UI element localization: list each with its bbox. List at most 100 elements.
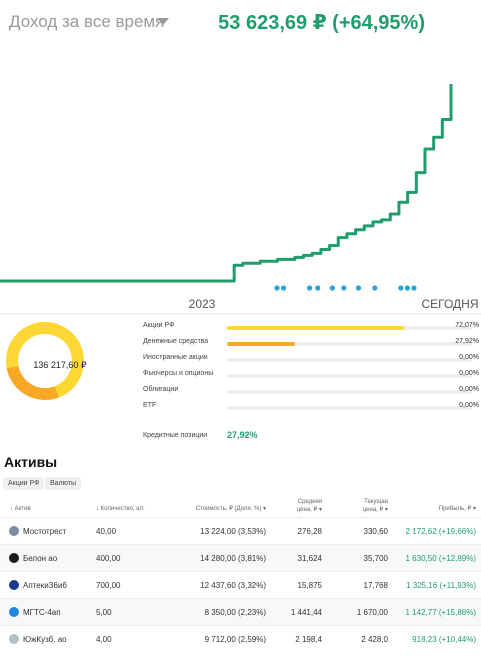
sort-icon: ▾	[261, 506, 266, 512]
company-logo-icon	[9, 607, 19, 617]
asset-cost: 12 437,60 (3,32%)	[200, 581, 266, 590]
category-bar-track	[227, 342, 472, 346]
company-logo-icon	[9, 526, 19, 536]
period-selector[interactable]: Доход за все время	[9, 12, 165, 31]
category-label: ETF	[143, 402, 157, 409]
category-bar-fill	[227, 326, 404, 330]
asset-cost: 14 280,00 (3,81%)	[200, 554, 266, 563]
table-row[interactable]: Белон ао 400,00 14 280,00 (3,81%) 31,624…	[0, 544, 481, 571]
column-header-qty[interactable]: ↓ Количество, шт.	[96, 506, 145, 512]
asset-profit: 1 142,77 (+15,86%)	[405, 608, 477, 617]
event-marker[interactable]	[355, 285, 362, 291]
category-row: Облигации 0,00%	[143, 386, 481, 398]
sort-icon: ▾	[317, 507, 322, 513]
asset-qty: 5,00	[96, 608, 112, 617]
category-row: Денежные средства 27,92%	[143, 338, 481, 350]
category-percent: 0,00%	[459, 402, 479, 409]
company-logo-icon	[9, 580, 19, 590]
asset-profit: 918,23 (+10,44%)	[412, 635, 476, 644]
asset-avg-price: 1 441,44	[290, 608, 322, 617]
category-label: Денежные средства	[143, 338, 209, 345]
asset-current-price: 35,700	[363, 554, 388, 563]
table-row[interactable]: Мостотрест 40,00 13 224,00 (3,53%) 276,2…	[0, 517, 481, 544]
category-percent: 0,00%	[459, 370, 479, 377]
category-bar-track	[227, 358, 472, 362]
event-marker[interactable]	[404, 285, 410, 291]
asset-avg-price: 31,624	[297, 554, 322, 563]
income-chart: 2023 СЕГОДНЯ	[0, 84, 481, 315]
allocation-donut	[6, 322, 84, 400]
credit-value: 27,92%	[227, 430, 258, 440]
asset-avg-price: 15,875	[297, 581, 322, 590]
asset-name: Мостотрест	[23, 527, 67, 536]
event-marker[interactable]	[315, 285, 321, 291]
portfolio-total: 136 217,60 ₽	[33, 360, 87, 370]
category-row: Акции РФ 72,07%	[143, 322, 481, 334]
event-marker[interactable]	[329, 285, 336, 291]
asset-name: Белон ао	[23, 554, 58, 563]
asset-profit: 1 325,16 (+11,93%)	[406, 581, 476, 590]
category-bar-track	[227, 406, 472, 410]
category-row: Иностранные акции 0,00%	[143, 354, 481, 366]
x-tick-label: 2023	[189, 297, 216, 311]
column-header-cost[interactable]: Стоимость, ₽ (Доля, %) ▾	[195, 506, 266, 512]
asset-qty: 4,00	[96, 635, 112, 644]
table-row[interactable]: ЮжКузб. ао 4,00 9 712,00 (2,59%) 2 198,4…	[0, 625, 481, 652]
asset-current-price: 17,768	[363, 581, 388, 590]
category-bar-track	[227, 326, 472, 330]
category-bar-fill	[227, 342, 296, 346]
asset-name: ЮжКузб. ао	[23, 635, 67, 644]
asset-name: АптекиЗ6иб	[23, 581, 67, 590]
asset-profit: 2 172,62 (+19,66%)	[405, 527, 477, 536]
income-header: Доход за все время 53 623,69 ₽ (+64,95%)	[0, 0, 481, 44]
category-label: Иностранные акции	[143, 354, 208, 361]
event-marker[interactable]	[307, 285, 313, 291]
company-logo-icon	[9, 553, 19, 563]
asset-current-price: 2 428,0	[361, 635, 388, 644]
asset-avg-price: 2 198,4	[295, 635, 322, 644]
category-percent: 0,00%	[459, 354, 479, 361]
event-marker[interactable]	[280, 285, 287, 291]
category-bar-track	[227, 374, 472, 378]
event-marker[interactable]	[372, 285, 378, 291]
asset-current-price: 330,60	[363, 527, 388, 536]
category-row: ETF 0,00%	[143, 402, 481, 414]
filter-chip-stocks[interactable]: Акции РФ	[3, 477, 45, 490]
category-percent: 27,92%	[455, 338, 479, 345]
category-label: Фьючерсы и опционы	[143, 370, 214, 377]
column-header-profit[interactable]: Прибыль, ₽ ▾	[438, 506, 476, 512]
sort-icon: ↓	[10, 506, 15, 512]
asset-qty: 40,00	[96, 527, 117, 536]
event-marker[interactable]	[411, 285, 417, 291]
chevron-down-icon[interactable]	[157, 18, 169, 25]
asset-cost: 8 350,00 (2,23%)	[204, 608, 266, 617]
asset-qty: 400,00	[96, 554, 121, 563]
asset-current-price: 1 670,00	[356, 608, 388, 617]
column-header-current-price[interactable]: Текущая цена, ₽ ▾	[362, 499, 388, 513]
asset-cost: 9 712,00 (2,59%)	[204, 635, 266, 644]
asset-profit: 1 630,50 (+12,89%)	[405, 554, 477, 563]
x-tick-label: СЕГОДНЯ	[421, 297, 478, 311]
category-label: Акции РФ	[143, 322, 175, 329]
category-row: Фьючерсы и опционы 0,00%	[143, 370, 481, 382]
event-marker[interactable]	[341, 285, 347, 291]
filter-chip-currencies[interactable]: Валюты	[45, 477, 81, 490]
table-row[interactable]: МГТС-4ап 5,00 8 350,00 (2,23%) 1 441,44 …	[0, 598, 481, 625]
asset-cost: 13 224,00 (3,53%)	[200, 527, 266, 536]
credit-positions: Кредитные позиции 27,92%	[143, 429, 343, 443]
sort-icon: ↓	[96, 506, 101, 512]
asset-name: МГТС-4ап	[23, 608, 61, 617]
category-bar-track	[227, 390, 472, 394]
donut-slice[interactable]	[6, 322, 84, 398]
table-row[interactable]: АптекиЗ6иб 700,00 12 437,60 (3,32%) 15,8…	[0, 571, 481, 598]
sort-icon: ▾	[383, 507, 388, 513]
column-header-asset[interactable]: ↓ Актив	[10, 506, 31, 512]
column-header-avg-price[interactable]: Средняя цена, ₽ ▾	[296, 499, 322, 513]
asset-avg-price: 276,28	[297, 527, 322, 536]
asset-qty: 700,00	[96, 581, 121, 590]
category-percent: 0,00%	[459, 386, 479, 393]
income-line	[0, 84, 453, 283]
donut-slice[interactable]	[6, 365, 60, 400]
event-marker[interactable]	[398, 285, 404, 291]
event-marker[interactable]	[274, 285, 280, 291]
